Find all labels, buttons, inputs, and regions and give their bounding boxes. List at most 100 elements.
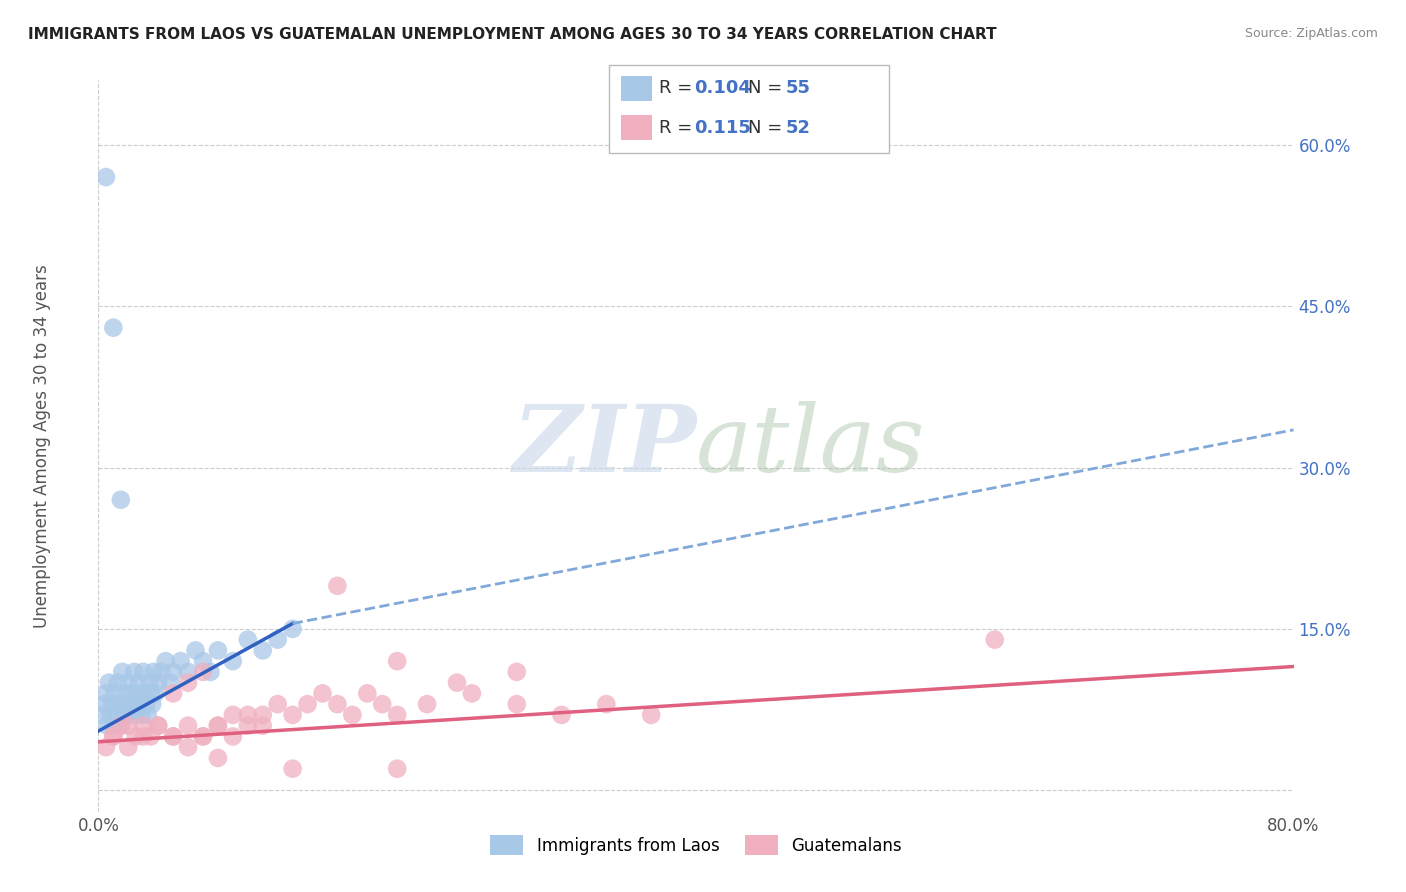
Point [159, 675, 181, 690]
Point [207, 719, 229, 733]
Point [108, 697, 131, 711]
Point [385, 707, 409, 722]
Point [148, 719, 170, 733]
Point [112, 707, 135, 722]
Text: 0.115: 0.115 [695, 119, 751, 136]
Point [98, 707, 122, 722]
Point [640, 707, 662, 722]
Point [162, 730, 184, 744]
Point [267, 697, 290, 711]
Point [506, 665, 529, 679]
Point [127, 686, 149, 700]
Point [93, 697, 115, 711]
Point [141, 697, 163, 711]
Point [121, 697, 143, 711]
Point [446, 675, 468, 690]
Point [110, 492, 132, 507]
Point [252, 707, 274, 722]
Point [162, 730, 184, 744]
Point [143, 686, 166, 700]
Point [132, 730, 155, 744]
Point [236, 707, 259, 722]
Point [222, 730, 245, 744]
Point [416, 697, 439, 711]
Point [103, 719, 125, 733]
Point [177, 665, 200, 679]
Point [124, 665, 146, 679]
Point [110, 719, 132, 733]
Point [191, 730, 214, 744]
Point [148, 675, 170, 690]
Point [118, 707, 141, 722]
Text: R =: R = [659, 79, 699, 97]
Point [267, 632, 290, 647]
Point [236, 719, 259, 733]
Point [177, 719, 200, 733]
Point [134, 686, 156, 700]
Point [110, 719, 132, 733]
Point [984, 632, 1007, 647]
Point [222, 707, 245, 722]
Point [162, 665, 184, 679]
Point [117, 740, 139, 755]
Point [311, 686, 333, 700]
Text: 52: 52 [786, 119, 811, 136]
Point [125, 730, 148, 744]
Point [177, 740, 200, 755]
Point [236, 632, 259, 647]
Text: N =: N = [748, 119, 787, 136]
Point [104, 686, 127, 700]
Point [252, 643, 274, 657]
Point [125, 707, 148, 722]
Point [117, 675, 139, 690]
Text: Source: ZipAtlas.com: Source: ZipAtlas.com [1244, 27, 1378, 40]
Point [461, 686, 484, 700]
Point [136, 707, 159, 722]
Point [150, 665, 173, 679]
Point [162, 686, 184, 700]
Point [132, 665, 155, 679]
Point [342, 707, 364, 722]
Point [115, 697, 138, 711]
Point [139, 686, 162, 700]
Point [200, 665, 222, 679]
Point [595, 697, 617, 711]
Point [105, 707, 128, 722]
Point [128, 675, 150, 690]
Point [94, 170, 117, 185]
Point [103, 730, 125, 744]
Point [91, 707, 114, 722]
Point [297, 697, 319, 711]
Point [97, 675, 120, 690]
Point [142, 665, 165, 679]
Text: Unemployment Among Ages 30 to 34 years: Unemployment Among Ages 30 to 34 years [34, 264, 51, 628]
Point [148, 719, 170, 733]
Point [281, 762, 304, 776]
Point [138, 675, 160, 690]
Point [385, 762, 409, 776]
Point [252, 719, 274, 733]
Point [101, 697, 124, 711]
Point [169, 654, 191, 668]
Point [281, 707, 304, 722]
Point [135, 697, 157, 711]
Text: 55: 55 [786, 79, 811, 97]
Point [120, 686, 142, 700]
Point [129, 697, 152, 711]
Point [114, 686, 136, 700]
Point [191, 730, 214, 744]
Point [207, 719, 229, 733]
Text: IMMIGRANTS FROM LAOS VS GUATEMALAN UNEMPLOYMENT AMONG AGES 30 TO 34 YEARS CORREL: IMMIGRANTS FROM LAOS VS GUATEMALAN UNEMP… [28, 27, 997, 42]
Point [139, 730, 162, 744]
Point [94, 686, 117, 700]
Text: N =: N = [748, 79, 787, 97]
Legend: Immigrants from Laos, Guatemalans: Immigrants from Laos, Guatemalans [484, 829, 908, 862]
Point [132, 719, 155, 733]
Point [207, 643, 229, 657]
Point [94, 740, 117, 755]
Text: R =: R = [659, 119, 704, 136]
Text: ZIP: ZIP [512, 401, 696, 491]
Point [191, 654, 214, 668]
Point [506, 697, 529, 711]
Point [222, 654, 245, 668]
